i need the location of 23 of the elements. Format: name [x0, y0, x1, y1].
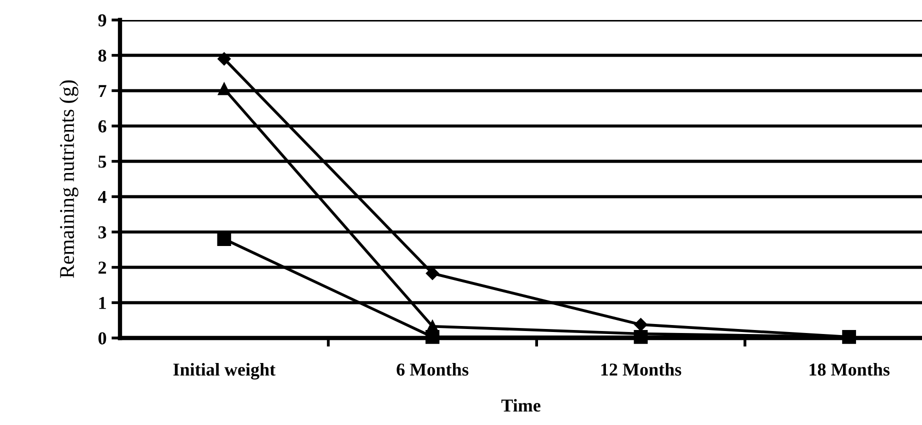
- y-axis-title: Remaining nutrients (g): [59, 80, 78, 278]
- y-tick-label: 3: [98, 226, 106, 238]
- y-tick-label: 9: [98, 14, 106, 26]
- x-tick-label: 12 Months: [601, 363, 682, 376]
- y-tick-label: 2: [98, 262, 106, 274]
- x-tick-label: 18 Months: [810, 363, 890, 376]
- point: [218, 82, 230, 96]
- y-tick-label: 7: [98, 85, 106, 97]
- x-axis-title: Time: [501, 398, 540, 412]
- x-tick-label: Initial weight: [173, 363, 276, 380]
- point: [634, 330, 648, 344]
- y-tick-label: 4: [98, 191, 106, 203]
- y-tick-label: 1: [99, 297, 106, 309]
- point: [217, 232, 232, 246]
- y-tick-label: 0: [98, 332, 106, 344]
- point: [426, 266, 440, 280]
- point: [426, 330, 440, 344]
- point: [218, 52, 231, 66]
- x-tick-label: 6 Months: [396, 363, 468, 376]
- point: [634, 318, 648, 332]
- y-tick-label: 8: [98, 50, 106, 62]
- y-tick-label: 6: [98, 120, 106, 132]
- y-tick-label: 5: [98, 156, 106, 168]
